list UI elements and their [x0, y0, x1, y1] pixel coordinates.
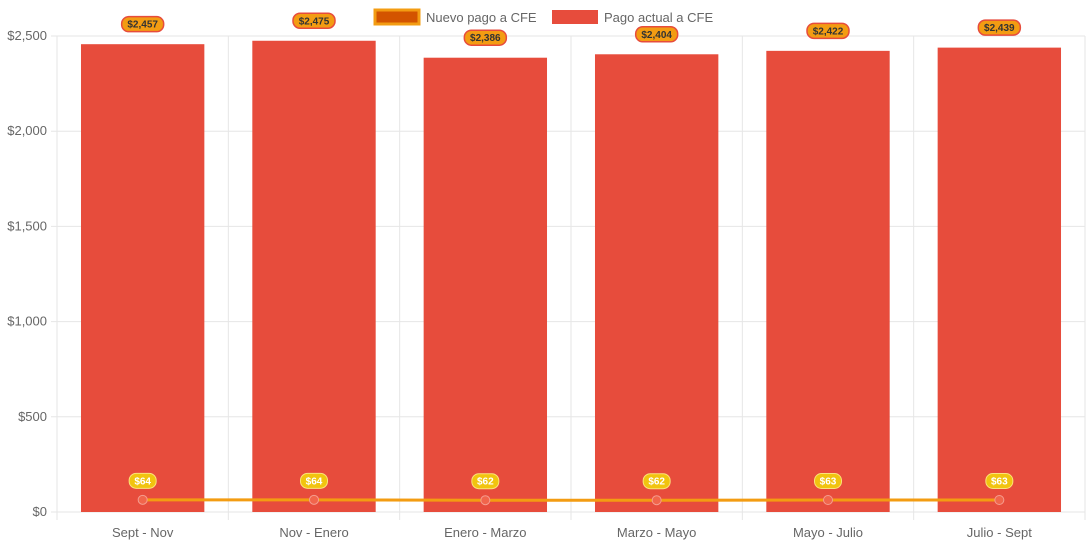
bar-data-label-badge	[120, 15, 165, 33]
bar-data-label: $2,439	[984, 23, 1015, 34]
legend: Nuevo pago a CFE Pago actual a CFE	[373, 8, 713, 26]
line-point-nuevo-pago	[823, 495, 833, 506]
line-data-label: $62	[477, 477, 494, 488]
bar-data-label: $2,422	[813, 26, 844, 37]
line-data-label: $64	[134, 476, 151, 487]
line-data-label-badge	[642, 473, 671, 490]
grid-layer	[51, 35, 1086, 520]
legend-label-pago-actual: Pago actual a CFE	[604, 10, 713, 25]
bar-data-label-badge	[292, 12, 336, 30]
line-point-nuevo-pago	[137, 494, 148, 505]
y-tick-label: $1,500	[7, 218, 47, 233]
y-tick-label: $1,000	[7, 314, 47, 329]
legend-label-nuevo-pago: Nuevo pago a CFE	[426, 10, 537, 25]
line-point-nuevo-pago	[994, 495, 1005, 506]
line-data-label: $63	[820, 477, 837, 488]
bar-data-label: $2,457	[127, 20, 158, 31]
line-data-label: $62	[648, 477, 665, 488]
bar-pago-actual	[594, 54, 719, 512]
axis-layer: $0 $500 $1,000 $1,500 $2,000 $2,500 Sept - Nov…	[7, 28, 1032, 540]
line-layer	[137, 494, 1005, 506]
line-data-label: $63	[991, 477, 1008, 488]
bar-data-label-badge	[463, 29, 508, 46]
data-label-layer: $2,457 $2,475 $2,386 $2,404 $2,422 $2,439 $64 $…	[120, 12, 1022, 490]
legend-swatch-nuevo-pago	[373, 8, 421, 26]
line-data-label-badge	[985, 473, 1014, 490]
line-data-label-badge	[300, 472, 328, 489]
bar-pago-actual	[766, 50, 890, 513]
bar-pago-actual	[937, 47, 1062, 512]
x-tick-label: Enero - Marzo	[444, 525, 526, 540]
line-data-label-badge	[471, 473, 500, 490]
line-point-nuevo-pago	[309, 494, 319, 505]
line-data-label-badge	[814, 473, 842, 490]
bar-data-label-badge	[977, 19, 1022, 36]
line-data-label: $64	[306, 476, 323, 487]
y-tick-label: $2,500	[7, 28, 47, 43]
y-tick-label: $0	[33, 504, 47, 519]
x-tick-label: Marzo - Mayo	[617, 525, 696, 540]
x-tick-label: Mayo - Julio	[793, 525, 863, 540]
line-point-nuevo-pago	[480, 495, 491, 506]
x-tick-label: Sept - Nov	[112, 525, 174, 540]
bar-pago-actual	[423, 57, 548, 513]
bar-data-label: $2,404	[641, 30, 672, 41]
bar-pago-actual	[80, 44, 205, 513]
bar-pago-actual	[252, 40, 376, 512]
y-tick-label: $2,000	[7, 123, 47, 138]
legend-swatch-pago-actual	[552, 10, 598, 24]
bar-layer	[80, 40, 1062, 513]
y-tick-label: $500	[18, 409, 47, 424]
bar-data-label-badge	[634, 26, 679, 43]
bar-data-label-badge	[806, 22, 850, 40]
line-point-nuevo-pago	[651, 495, 662, 506]
x-tick-label: Nov - Enero	[279, 525, 348, 540]
x-tick-label: Julio - Sept	[967, 525, 1032, 540]
bar-data-label: $2,475	[299, 16, 330, 27]
bar-data-label: $2,386	[470, 33, 501, 44]
line-data-label-badge	[128, 472, 157, 489]
